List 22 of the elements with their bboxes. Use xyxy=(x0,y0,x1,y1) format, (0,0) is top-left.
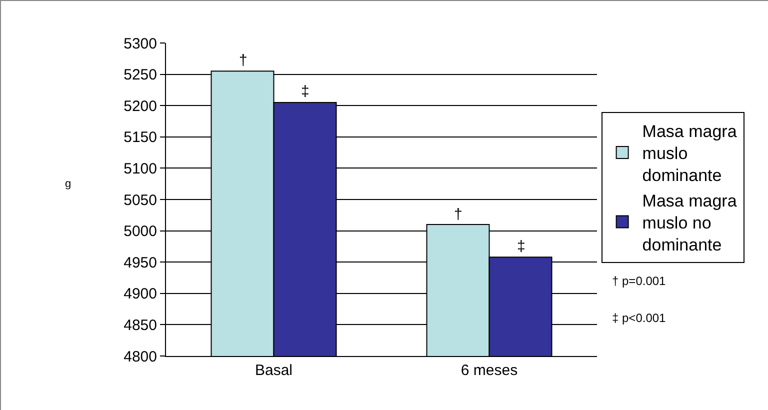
x-tick-label: 6 meses xyxy=(460,362,518,379)
y-axis-title: g xyxy=(65,178,72,190)
y-tick-label: 4950 xyxy=(124,254,157,272)
y-tick-label: 5100 xyxy=(124,160,157,178)
y-tick-label: 5250 xyxy=(124,66,157,84)
y-tick-label: 4900 xyxy=(124,286,157,303)
text: † p=0.001 xyxy=(612,274,666,288)
y-tick-label: 5000 xyxy=(124,223,157,240)
annotation: † xyxy=(454,206,462,223)
y-tick-label: 5200 xyxy=(124,98,157,115)
annotation: ‡ xyxy=(301,83,310,100)
y-tick-label: 5300 xyxy=(124,35,157,52)
y-tick-label: 5050 xyxy=(124,192,157,209)
annotation: † xyxy=(239,52,248,69)
x-tick-label: Basal xyxy=(254,362,293,379)
legend-label: Masa magra muslo no dominante xyxy=(642,191,738,255)
y-tick-label: 4800 xyxy=(124,348,157,366)
text: ‡ p<0.001 xyxy=(612,311,666,325)
legend-label: Masa magra muslo dominante xyxy=(642,122,738,186)
y-tick-label: 4850 xyxy=(124,316,157,334)
annotation: ‡ xyxy=(517,238,526,255)
y-tick-label: 5150 xyxy=(124,129,157,146)
